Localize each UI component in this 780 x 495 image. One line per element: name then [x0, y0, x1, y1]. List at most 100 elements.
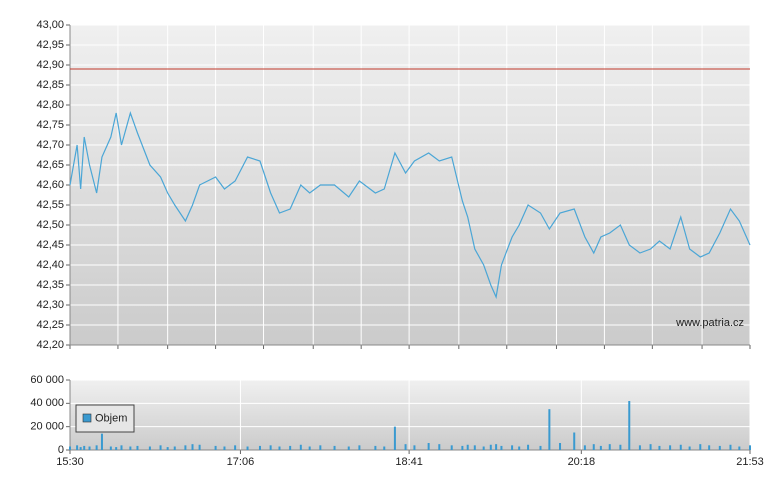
volume-bar: [214, 445, 217, 450]
volume-bar: [319, 445, 322, 450]
volume-bar: [83, 445, 86, 450]
volume-bar: [649, 444, 652, 450]
price-line: [69, 111, 751, 300]
y-tick-label: 42,85: [36, 79, 64, 91]
volume-bar: [658, 445, 661, 450]
volume-bar: [120, 445, 123, 450]
volume-bar: [559, 443, 562, 450]
volume-bar: [95, 445, 98, 450]
volume-bar: [489, 444, 492, 450]
volume-bar: [246, 446, 249, 450]
y-tick-label: 42,30: [36, 299, 64, 311]
y-tick-label: 42,35: [36, 279, 64, 291]
volume-bar: [599, 445, 602, 450]
volume-bar: [482, 446, 485, 450]
y-tick-label: 0: [58, 444, 64, 456]
volume-bar: [638, 445, 641, 450]
x-tick-label: 17:06: [227, 456, 255, 468]
x-tick-label: 18:41: [395, 456, 423, 468]
volume-bar: [234, 445, 237, 450]
volume-bar: [583, 445, 586, 450]
volume-bar: [76, 445, 79, 450]
volume-bar: [473, 445, 476, 450]
volume-bar: [358, 445, 361, 450]
volume-bar: [148, 446, 151, 450]
volume-bar: [109, 446, 112, 450]
y-tick-label: 42,65: [36, 159, 64, 171]
watermark: www.patria.cz: [675, 317, 744, 329]
volume-bar: [669, 445, 672, 450]
volume-bar: [688, 446, 691, 450]
volume-bar: [299, 444, 302, 450]
volume-bar: [191, 444, 194, 450]
volume-bar: [289, 445, 292, 450]
y-tick-label: 60 000: [30, 374, 64, 386]
volume-bar: [404, 444, 407, 450]
y-tick-label: 42,90: [36, 59, 64, 71]
volume-bar: [461, 445, 464, 450]
volume-bar: [511, 445, 514, 450]
volume-bar: [608, 444, 611, 450]
volume-bar: [136, 445, 139, 450]
volume-bar: [258, 445, 261, 450]
y-tick-label: 42,25: [36, 319, 64, 331]
volume-bar: [129, 446, 132, 450]
volume-bar: [495, 444, 498, 450]
volume-bar: [166, 447, 169, 450]
volume-bar: [738, 446, 741, 450]
y-tick-label: 42,55: [36, 199, 64, 211]
volume-bar: [198, 444, 201, 450]
y-tick-label: 42,95: [36, 39, 64, 51]
volume-bar: [438, 444, 441, 450]
volume-bar: [718, 445, 721, 450]
volume-bar: [450, 445, 453, 450]
x-tick-label: 15:30: [56, 456, 84, 468]
y-tick-label: 42,50: [36, 219, 64, 231]
legend-label: Objem: [95, 412, 127, 424]
volume-bar: [100, 433, 103, 450]
volume-bar: [393, 426, 396, 450]
y-tick-label: 42,80: [36, 99, 64, 111]
volume-bar: [223, 446, 226, 450]
y-tick-label: 42,75: [36, 119, 64, 131]
volume-bar: [115, 447, 118, 450]
volume-bar: [69, 446, 71, 450]
volume-bar: [333, 445, 336, 450]
volume-bar: [527, 444, 530, 450]
volume-bar: [573, 432, 576, 450]
y-tick-label: 42,45: [36, 239, 64, 251]
volume-bar: [699, 444, 702, 450]
volume-bar: [708, 445, 711, 450]
volume-bar: [269, 445, 272, 450]
y-tick-label: 42,60: [36, 179, 64, 191]
volume-plot-area: [70, 380, 750, 450]
volume-bar: [308, 446, 311, 450]
volume-bar: [628, 401, 631, 450]
volume-bar: [679, 444, 682, 450]
y-tick-label: 40 000: [30, 397, 64, 409]
legend-swatch: [82, 413, 92, 423]
volume-bar: [413, 445, 416, 450]
volume-bar: [79, 447, 82, 450]
y-tick-label: 42,20: [36, 339, 64, 351]
y-tick-label: 43,00: [36, 19, 64, 31]
volume-bar: [278, 446, 281, 450]
volume-bar: [729, 444, 732, 450]
x-tick-label: 20:18: [568, 456, 596, 468]
volume-bar: [539, 445, 542, 450]
volume-bar: [619, 444, 622, 450]
volume-bar: [173, 446, 176, 450]
volume-bar: [88, 446, 91, 450]
volume-bar: [374, 445, 377, 450]
volume-bar: [500, 445, 503, 450]
x-tick-label: 21:53: [736, 456, 764, 468]
y-tick-label: 42,40: [36, 259, 64, 271]
volume-bar: [749, 445, 751, 450]
volume-bar: [159, 445, 162, 450]
volume-bar: [347, 446, 350, 450]
volume-bar: [592, 444, 595, 450]
volume-bar: [383, 446, 386, 450]
y-tick-label: 20 000: [30, 421, 64, 433]
y-tick-label: 42,70: [36, 139, 64, 151]
